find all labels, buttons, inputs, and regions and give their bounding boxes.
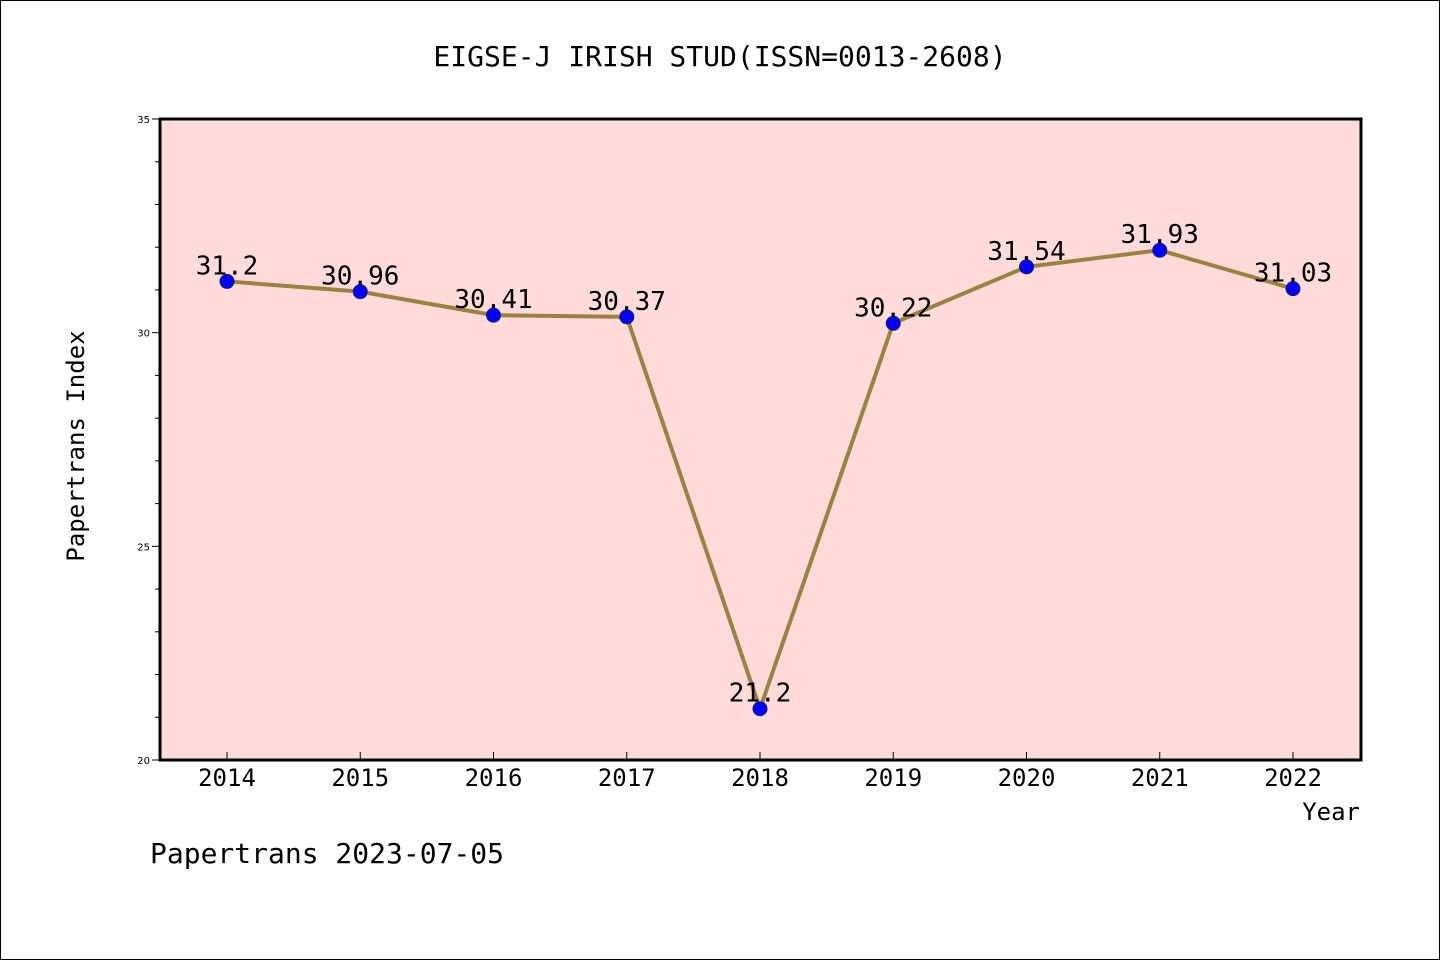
data-label: 31.54 xyxy=(987,237,1065,267)
data-point xyxy=(352,284,368,300)
plot-area xyxy=(158,117,1363,762)
y-axis: 20 25 30 35 xyxy=(137,115,160,767)
data-label: 30.22 xyxy=(854,293,932,323)
data-label: 31.2 xyxy=(196,251,259,281)
data-point xyxy=(1019,259,1034,275)
data-label: 30.96 xyxy=(321,262,399,292)
x-tick-label: 2017 xyxy=(598,764,656,792)
footer-credit: Papertrans 2023-07-05 xyxy=(150,837,504,870)
chart-title: EIGSE-J IRISH STUD(ISSN=0013-2608) xyxy=(433,40,1006,73)
data-label: 30.37 xyxy=(588,287,666,317)
x-axis-label: Year xyxy=(1302,798,1360,826)
data-label: 31.93 xyxy=(1121,220,1199,250)
x-tick-label: 2019 xyxy=(864,764,922,792)
y-tick-label: 25 xyxy=(137,542,150,553)
data-label: 21.2 xyxy=(729,679,792,709)
x-tick-label: 2020 xyxy=(998,764,1056,792)
data-point xyxy=(752,701,768,717)
y-axis-label: Papertrans Index xyxy=(62,330,90,561)
data-label: 30.41 xyxy=(454,285,532,315)
series-layer: 31.2 30.96 30.41 30.37 21.2 30.22 31.54 31.93 31… xyxy=(196,220,1332,717)
x-axis: 2014 2015 2016 2017 2018 2019 2020 2021 2022 xyxy=(198,752,1322,792)
x-tick-label: 2014 xyxy=(198,764,256,792)
data-point xyxy=(1152,242,1168,258)
y-tick-label: 35 xyxy=(137,115,150,126)
y-tick-label: 30 xyxy=(137,329,150,340)
data-point xyxy=(486,307,501,323)
data-point xyxy=(619,309,635,325)
x-tick-label: 2022 xyxy=(1264,764,1322,792)
x-tick-label: 2018 xyxy=(731,764,789,792)
data-point xyxy=(1285,281,1301,297)
x-tick-label: 2015 xyxy=(331,764,389,792)
data-point xyxy=(219,273,235,289)
data-point xyxy=(885,315,901,331)
x-tick-label: 2016 xyxy=(465,764,523,792)
data-label: 31.03 xyxy=(1254,259,1332,289)
x-tick-label: 2021 xyxy=(1131,764,1189,792)
y-tick-label: 20 xyxy=(137,756,150,767)
